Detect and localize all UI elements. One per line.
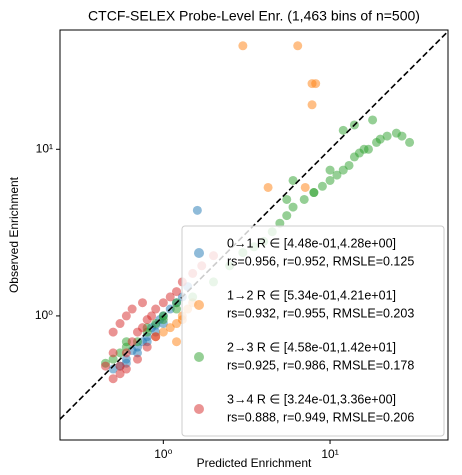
point xyxy=(325,175,335,185)
point xyxy=(263,182,273,192)
legend-stats: rs=0.925, r=0.986, RMSLE=0.178 xyxy=(227,358,414,372)
legend-label: 2→3 R ∈ [4.58e-01,1.42e+01] xyxy=(227,340,396,354)
point xyxy=(325,165,335,175)
point xyxy=(309,188,319,198)
plot-frame xyxy=(59,29,449,441)
legend-marker xyxy=(194,300,204,310)
point xyxy=(108,327,118,337)
point xyxy=(338,125,348,135)
point xyxy=(165,323,175,333)
point xyxy=(158,315,168,325)
point xyxy=(147,311,157,321)
point xyxy=(344,160,354,170)
point xyxy=(137,323,147,333)
point xyxy=(397,131,407,141)
point xyxy=(115,319,125,329)
legend-stats: rs=0.932, r=0.955, RMSLE=0.203 xyxy=(227,306,414,320)
point xyxy=(108,374,118,384)
point xyxy=(288,202,298,212)
legend-marker xyxy=(194,248,204,258)
point xyxy=(238,41,248,51)
point xyxy=(282,194,292,204)
legend-label: 0→1 R ∈ [4.48e-01,4.28e+00] xyxy=(227,236,396,250)
point xyxy=(133,354,143,364)
point xyxy=(375,134,385,144)
point xyxy=(382,131,392,141)
point xyxy=(359,144,369,154)
point xyxy=(293,41,303,51)
point xyxy=(115,348,125,358)
point xyxy=(405,137,415,147)
x-axis-label: Predicted Enrichment xyxy=(197,456,312,470)
legend-label: 1→2 R ∈ [5.34e-01,4.21e+01] xyxy=(227,288,396,302)
point xyxy=(311,79,321,89)
point xyxy=(108,364,118,374)
point xyxy=(172,337,182,347)
point xyxy=(158,327,168,337)
point xyxy=(192,205,202,215)
point xyxy=(127,337,137,347)
point xyxy=(165,292,175,302)
point xyxy=(299,194,309,204)
legend-marker xyxy=(194,404,204,414)
legend-stats: rs=0.956, r=0.952, RMSLE=0.125 xyxy=(227,254,414,268)
point xyxy=(332,170,342,180)
y-tick-label: 10⁰ xyxy=(35,308,53,322)
point xyxy=(108,354,118,364)
point xyxy=(133,348,143,358)
point xyxy=(317,181,327,191)
point xyxy=(282,211,292,221)
point xyxy=(307,100,317,110)
y-axis-label: Observed Enrichment xyxy=(7,176,21,293)
point xyxy=(158,298,168,308)
legend-stats: rs=0.888, r=0.949, RMSLE=0.206 xyxy=(227,410,414,424)
point xyxy=(108,348,118,358)
point xyxy=(127,304,137,314)
point xyxy=(151,332,161,342)
identity-line xyxy=(60,30,448,420)
plot-area xyxy=(60,30,448,420)
y-tick-label: 10¹ xyxy=(36,141,53,155)
point xyxy=(275,218,285,228)
point xyxy=(172,287,182,297)
point xyxy=(172,304,182,314)
legend-box xyxy=(181,225,445,437)
point xyxy=(121,311,131,321)
point xyxy=(142,342,152,352)
legend-marker xyxy=(194,352,204,362)
point xyxy=(101,361,111,371)
point xyxy=(137,298,147,308)
point xyxy=(151,304,161,314)
chart-title: CTCF-SELEX Probe-Level Enr. (1,463 bins … xyxy=(88,8,420,24)
x-tick-label: 10⁰ xyxy=(154,447,172,461)
point xyxy=(288,175,298,185)
point xyxy=(300,182,310,192)
point xyxy=(121,364,131,374)
point xyxy=(115,369,125,379)
point xyxy=(368,115,378,125)
legend-label: 3→4 R ∈ [3.24e-01,3.36e+00] xyxy=(227,392,396,406)
x-tick-label: 10¹ xyxy=(321,447,338,461)
